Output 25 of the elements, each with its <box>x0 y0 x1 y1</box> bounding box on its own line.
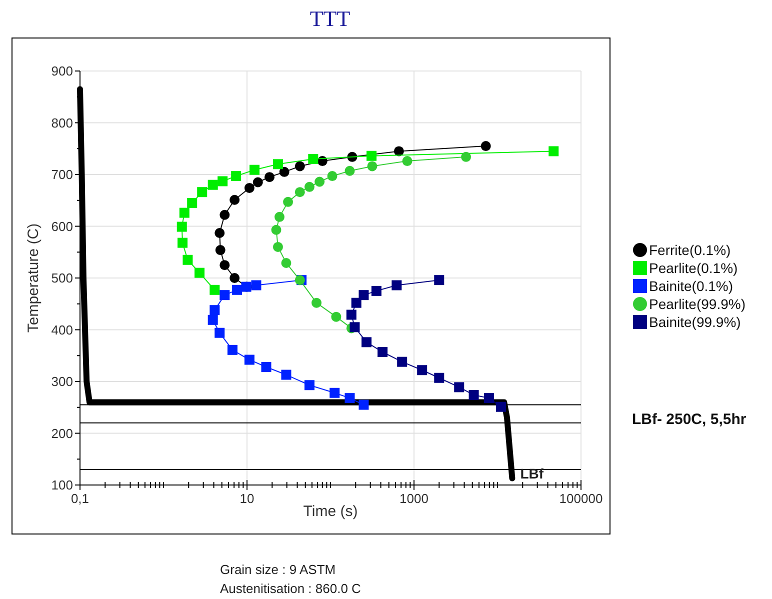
y-tick-label: 100 <box>51 478 73 493</box>
x-tick-label: 100000 <box>559 491 603 506</box>
legend-label: Bainite(0.1%) <box>649 278 734 294</box>
x-axis-title: Time (s) <box>303 503 358 520</box>
y-tick-label: 900 <box>51 64 73 79</box>
x-tick-label: 10 <box>240 491 254 506</box>
y-tick-label: 600 <box>51 218 73 234</box>
legend-label: Bainite(99.9%) <box>649 314 741 330</box>
y-tick-label: 800 <box>51 115 73 130</box>
text: LBf- 250C, 5,5hr <box>632 411 746 428</box>
y-tick-label: 500 <box>51 270 73 286</box>
text: Grain size : 9 ASTM <box>220 562 336 577</box>
legend-label: Pearlite(0.1%) <box>649 260 738 276</box>
y-tick-label: 300 <box>51 374 73 390</box>
x-tick-label: 1000 <box>400 491 428 506</box>
legend-label: Pearlite(99.9%) <box>649 296 746 312</box>
y-axis-title: Temperature (C) <box>25 223 42 333</box>
text: Austenitisation : 860.0 C <box>220 581 361 596</box>
y-tick-label: 200 <box>51 426 73 441</box>
x-tick-label: 0,1 <box>70 491 90 506</box>
chart-title: TTT <box>310 6 351 31</box>
annotation: LBf <box>520 465 544 482</box>
legend-label: Ferrite(0.1%) <box>649 242 731 258</box>
y-tick-label: 700 <box>51 167 73 182</box>
y-tick-label: 400 <box>51 322 73 338</box>
